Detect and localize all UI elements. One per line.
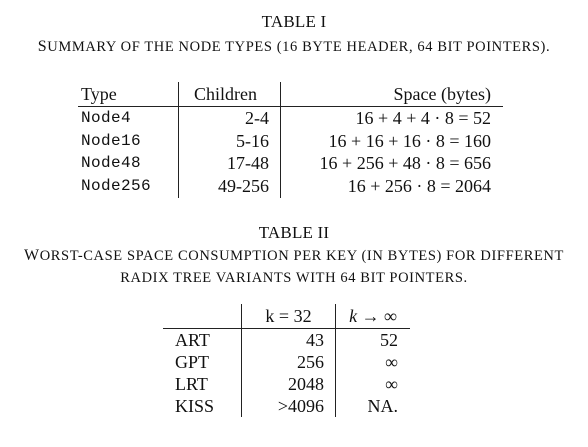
cell-variant: ART xyxy=(175,330,210,350)
header-variant xyxy=(163,304,242,329)
cell-type: Node16 xyxy=(81,131,142,150)
cell-children: 49-256 xyxy=(178,174,281,198)
table2-header-row: k = 32 k → ∞ xyxy=(163,304,410,329)
table1-caption-initial: S xyxy=(37,38,48,55)
table-row: LRT 2048 ∞ xyxy=(163,373,410,395)
cell-space: 16 + 256 + 48 · 8 = 656 xyxy=(280,152,503,175)
table-row: Node48 17-48 16 + 256 + 48 · 8 = 656 xyxy=(78,152,503,175)
cell-variant: GPT xyxy=(175,352,210,372)
cell-k32: 256 xyxy=(241,351,336,373)
cell-kinf: ∞ xyxy=(335,373,410,395)
header-space: Space (bytes) xyxy=(280,82,503,107)
table-row: Node4 2-4 16 + 4 + 4 · 8 = 52 xyxy=(78,106,503,130)
cell-type: Node48 xyxy=(81,154,142,172)
cell-type: Node4 xyxy=(81,109,132,127)
header-k32: k = 32 xyxy=(241,304,336,329)
header-children: Children xyxy=(178,82,281,107)
table1-caption-rest: UMMARY OF THE NODE TYPES (16 BYTE HEADER… xyxy=(47,39,551,55)
cell-children: 5-16 xyxy=(178,129,281,152)
cell-k32: 2048 xyxy=(241,373,336,395)
cell-space: 16 + 4 + 4 · 8 = 52 xyxy=(280,106,503,130)
table1-caption: SUMMARY OF THE NODE TYPES (16 BYTE HEADE… xyxy=(0,35,588,59)
header-type: Type xyxy=(78,82,179,107)
table2-caption-rest: ORST-CASE SPACE CONSUMPTION PER KEY (IN … xyxy=(39,248,564,264)
cell-space: 16 + 256 · 8 = 2064 xyxy=(280,174,503,198)
table-row: ART 43 52 xyxy=(163,328,410,351)
table1-header-row: Type Children Space (bytes) xyxy=(78,82,503,107)
table2-caption-line1: WORST-CASE SPACE CONSUMPTION PER KEY (IN… xyxy=(0,244,588,268)
cell-variant: KISS xyxy=(175,396,215,416)
cell-k32: >4096 xyxy=(241,395,336,417)
table-row: KISS >4096 NA. xyxy=(163,395,410,417)
header-kinf: k → ∞ xyxy=(335,304,410,329)
cell-kinf: ∞ xyxy=(335,351,410,373)
cell-k32: 43 xyxy=(241,328,336,351)
table2-caption-initial: W xyxy=(24,247,40,264)
cell-space: 16 + 16 + 16 · 8 = 160 xyxy=(280,129,503,152)
table-row: GPT 256 ∞ xyxy=(163,351,410,373)
cell-type: Node256 xyxy=(81,176,152,195)
table1-label: TABLE I xyxy=(261,12,327,31)
cell-children: 2-4 xyxy=(178,106,281,130)
cell-variant: LRT xyxy=(175,374,208,394)
table2-caption-line2: RADIX TREE VARIANTS WITH 64 BIT POINTERS… xyxy=(120,270,468,286)
table-row: Node16 5-16 16 + 16 + 16 · 8 = 160 xyxy=(78,129,503,152)
node-types-table: Type Children Space (bytes) Node4 2-4 16… xyxy=(78,82,503,198)
table-row: Node256 49-256 16 + 256 · 8 = 2064 xyxy=(78,174,503,198)
cell-children: 17-48 xyxy=(178,152,281,175)
space-consumption-table: k = 32 k → ∞ ART 43 52 GPT 256 ∞ LRT 204… xyxy=(163,304,410,417)
table2-label: TABLE II xyxy=(258,223,330,242)
cell-kinf: 52 xyxy=(335,328,410,351)
cell-kinf: NA. xyxy=(335,395,410,417)
